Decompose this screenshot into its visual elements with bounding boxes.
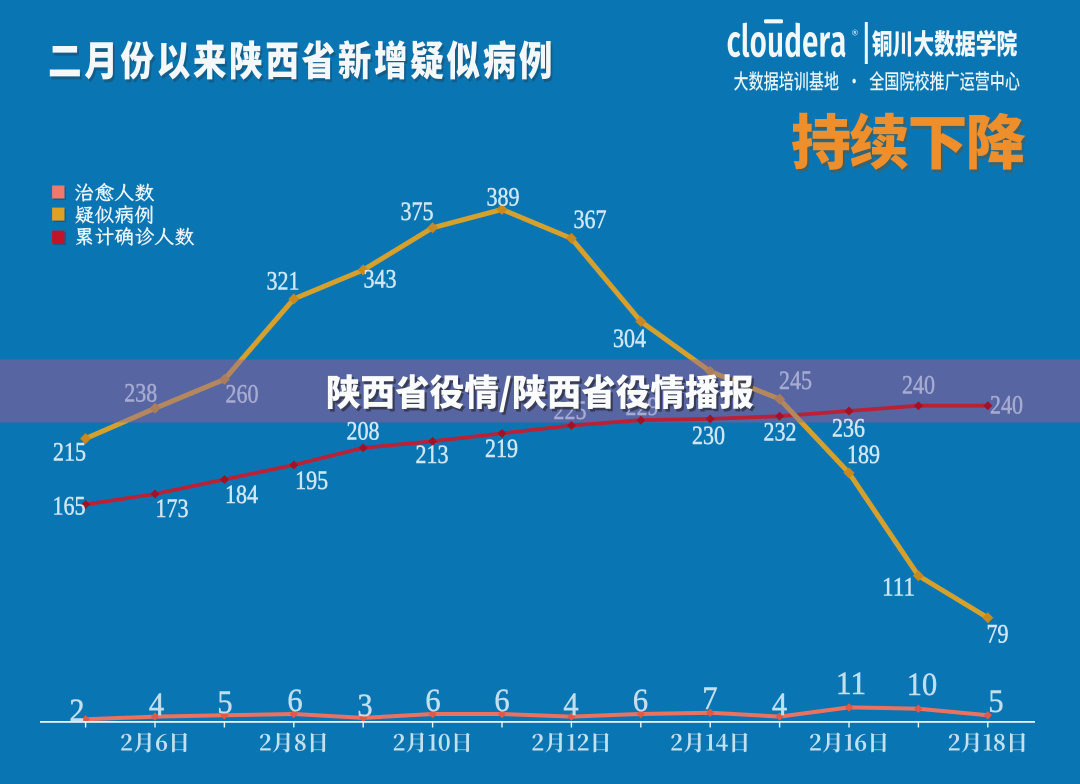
svg-text:173: 173 (156, 494, 189, 523)
svg-text:165: 165 (53, 492, 86, 521)
svg-text:321: 321 (267, 267, 300, 296)
svg-text:240: 240 (990, 391, 1023, 420)
svg-text:304: 304 (613, 324, 646, 353)
svg-text:4: 4 (772, 687, 787, 723)
svg-text:111: 111 (882, 573, 915, 602)
svg-text:260: 260 (226, 380, 259, 409)
svg-text:3: 3 (357, 688, 372, 724)
svg-text:208: 208 (347, 417, 380, 446)
svg-text:11: 11 (836, 666, 866, 702)
svg-text:230: 230 (692, 421, 725, 450)
svg-text:232: 232 (764, 418, 797, 447)
svg-text:343: 343 (364, 265, 397, 294)
svg-text:6: 6 (287, 683, 302, 719)
svg-text:®: ® (852, 29, 858, 38)
svg-text:367: 367 (574, 205, 607, 234)
svg-text:5: 5 (217, 685, 232, 721)
svg-text:245: 245 (779, 366, 812, 395)
svg-text:215: 215 (53, 438, 86, 467)
svg-text:219: 219 (485, 434, 518, 463)
svg-text:189: 189 (847, 440, 880, 469)
svg-text:389: 389 (487, 183, 520, 212)
svg-text:6: 6 (425, 683, 440, 719)
svg-text:79: 79 (987, 620, 1009, 649)
svg-text:5: 5 (988, 684, 1003, 720)
svg-text:4: 4 (563, 687, 578, 723)
svg-text:2: 2 (69, 693, 84, 729)
svg-text:10: 10 (907, 667, 937, 703)
svg-text:213: 213 (416, 440, 449, 469)
svg-text:6: 6 (633, 683, 648, 719)
svg-text:6: 6 (494, 683, 509, 719)
svg-text:375: 375 (401, 197, 434, 226)
svg-text:240: 240 (902, 371, 935, 400)
svg-text:7: 7 (702, 681, 717, 717)
svg-text:4: 4 (149, 687, 164, 723)
svg-text:238: 238 (124, 379, 157, 408)
svg-text:236: 236 (832, 414, 865, 443)
svg-text:195: 195 (295, 466, 328, 495)
svg-text:184: 184 (225, 480, 258, 509)
